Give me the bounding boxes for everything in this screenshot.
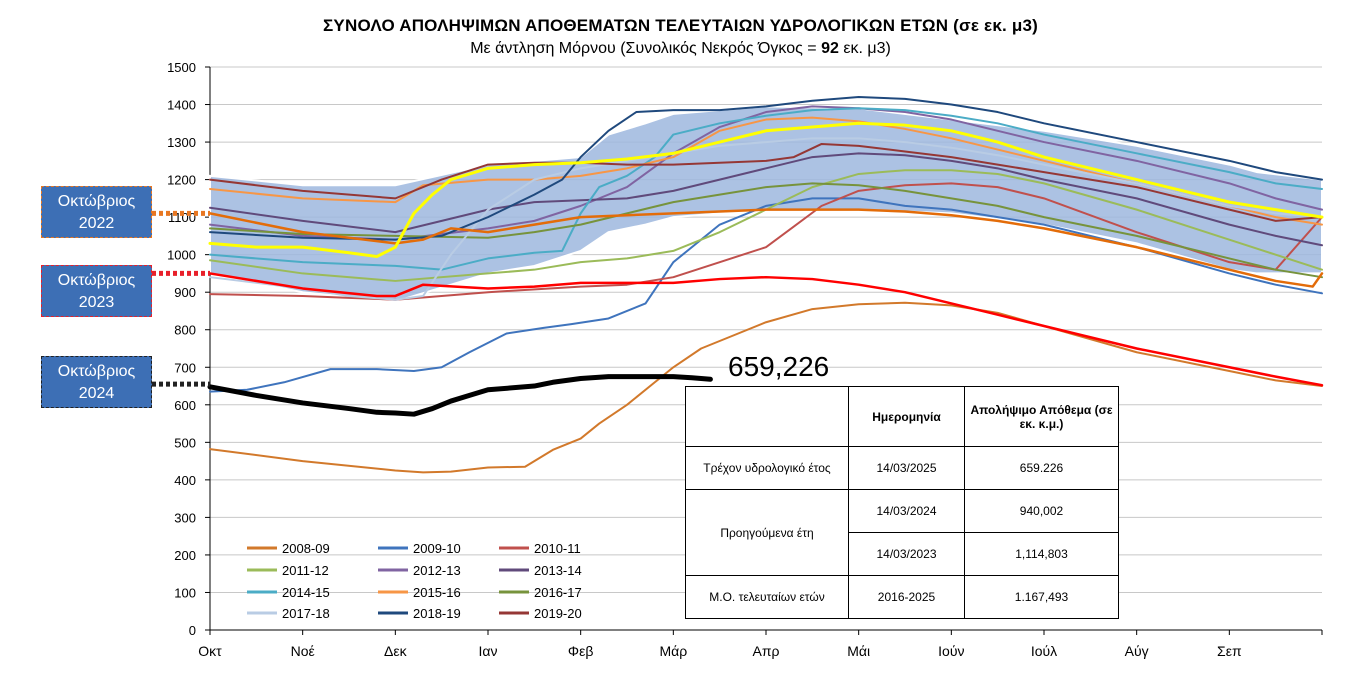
info-table: Ημερομηνία Απολήψιμο Απόθεμα (σε εκ. κ.μ… [685,386,1119,619]
callout-month: Οκτώβριος [57,193,136,210]
y-tick-label: 0 [189,623,196,638]
callout-october-2023: Οκτώβριος 2023 [41,265,152,317]
x-tick-label: Αύγ [1125,643,1149,659]
x-tick-label: Απρ [753,643,780,659]
series-line-2012-13 [209,105,1323,241]
legend-entry: 2014-15 [282,585,330,600]
row-current-value: 659.226 [964,446,1119,490]
series-line-2010-11 [209,182,1323,301]
x-tick-label: Μάρ [659,643,687,659]
y-tick-label: 400 [174,473,196,488]
row-2024-date: 14/03/2024 [848,489,965,533]
chart-subtitle: Με άντληση Μόρνου (Συνολικός Νεκρός Όγκο… [470,40,891,57]
y-tick-label: 1400 [167,98,196,113]
y-tick-label: 600 [174,398,196,413]
y-tick-label: 900 [174,285,196,300]
header-date: Ημερομηνία [848,386,965,447]
series-line-2014-15 [209,107,1323,271]
series-line-2022-23 [208,272,1324,387]
callout-month: Οκτώβριος [57,363,136,380]
legend-entry: 2019-20 [534,606,582,621]
x-tick-label: Μάι [847,643,870,659]
header-value: Απολήψιμο Απόθεμα (σε εκ. κ.μ.) [964,386,1119,447]
x-tick-label: Φεβ [568,643,593,659]
row-2023-date: 14/03/2023 [848,532,965,576]
legend-entry: 2015-16 [413,585,461,600]
callout-year: 2024 [78,385,115,402]
series-line-2016-17 [209,182,1323,279]
row-2024-value: 940,002 [964,489,1119,533]
x-tick-label: Οκτ [198,643,222,659]
row-2023-value: 1,114,803 [964,532,1119,576]
chart-title: ΣΥΝΟΛΟ ΑΠΟΛΗΨΙΜΩΝ ΑΠΟΘΕΜΑΤΩΝ ΤΕΛΕΥΤΑΙΩΝ … [323,16,1038,35]
row-previous-label: Προηγούμενα έτη [685,489,849,576]
header-empty-cell [685,386,849,447]
x-tick-label: Ιούλ [1031,643,1057,659]
legend-entry: 2011-12 [282,563,329,578]
y-tick-label: 500 [174,435,196,450]
x-tick-label: Νοέ [291,643,315,659]
callout-october-2024: Οκτώβριος 2024 [41,356,152,408]
x-tick-label: Σεπ [1217,643,1242,659]
legend-entry: 2010-11 [534,541,581,556]
callout-year: 2022 [78,215,115,232]
legend-entry: 2017-18 [282,606,330,621]
y-tick-label: 1500 [167,60,196,75]
row-mean-date: 2016-2025 [848,575,965,619]
y-tick-label: 300 [174,510,196,525]
y-tick-label: 100 [174,585,196,600]
current-value-label: 659,226 [728,351,830,382]
callout-october-2022: Οκτώβριος 2022 [41,186,152,238]
legend-entry: 2012-13 [413,563,461,578]
series-line-2021-22 [208,208,1324,288]
legend-entry: 2009-10 [413,541,461,556]
y-tick-label: 200 [174,548,196,563]
x-tick-label: Ιούν [938,643,964,659]
series-line-2013-14 [209,152,1323,247]
callout-year: 2023 [78,294,115,311]
legend-entry: 2008-09 [282,541,330,556]
row-mean-value: 1.167,493 [964,575,1119,619]
series-line-2018-19 [209,96,1323,241]
x-tick-label: Ιαν [479,643,498,659]
y-tick-label: 700 [174,360,196,375]
row-current-date: 14/03/2025 [848,446,965,490]
legend-entry: 2018-19 [413,606,461,621]
series-line-2017-18 [209,137,1323,301]
row-mean-label: Μ.Ο. τελευταίων ετών [685,575,849,619]
y-tick-label: 800 [174,323,196,338]
row-current-label: Τρέχον υδρολογικό έτος [685,446,849,490]
y-tick-label: 1000 [167,248,196,263]
legend-entry: 2013-14 [534,563,582,578]
legend-entry: 2016-17 [534,585,582,600]
series-line-2019-20 [209,142,1323,222]
series-line-mean [208,121,1324,259]
series-line-2024-25 [207,374,713,417]
x-tick-label: Δεκ [384,643,408,659]
y-tick-label: 1300 [167,135,196,150]
y-tick-label: 1200 [167,173,196,188]
callout-month: Οκτώβριος [57,272,136,289]
series-line-2011-12 [209,169,1323,282]
